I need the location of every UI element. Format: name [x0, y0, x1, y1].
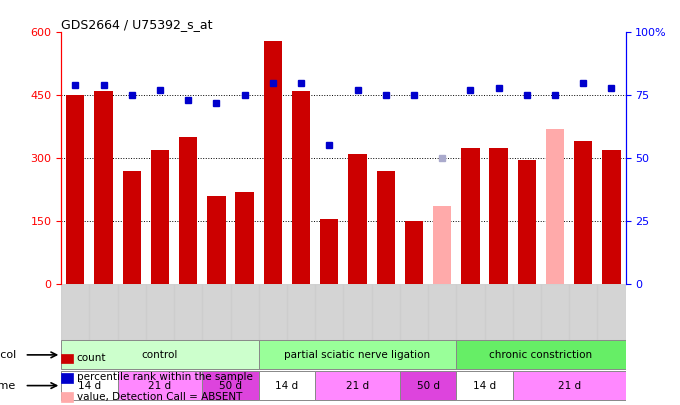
- Bar: [151, 150, 169, 284]
- Bar: [490, 147, 508, 284]
- Bar: [61, 371, 118, 400]
- Bar: [405, 221, 423, 284]
- Bar: [146, 284, 174, 339]
- Bar: [316, 371, 400, 400]
- Bar: [456, 284, 484, 339]
- Bar: [258, 284, 287, 339]
- Bar: [61, 284, 90, 339]
- Bar: [546, 129, 564, 284]
- Bar: [456, 340, 626, 369]
- Bar: [377, 171, 395, 284]
- Bar: [484, 284, 513, 339]
- Text: 21 d: 21 d: [148, 381, 171, 390]
- Text: 50 d: 50 d: [417, 381, 439, 390]
- Text: 14 d: 14 d: [275, 381, 299, 390]
- Bar: [203, 371, 258, 400]
- Bar: [61, 340, 258, 369]
- Bar: [207, 196, 226, 284]
- Text: chronic constriction: chronic constriction: [490, 350, 592, 360]
- Bar: [428, 284, 456, 339]
- Bar: [66, 95, 84, 284]
- Text: value, Detection Call = ABSENT: value, Detection Call = ABSENT: [77, 392, 242, 402]
- Bar: [122, 171, 141, 284]
- Bar: [174, 284, 203, 339]
- Text: GDS2664 / U75392_s_at: GDS2664 / U75392_s_at: [61, 18, 213, 31]
- Bar: [118, 284, 146, 339]
- Bar: [95, 91, 113, 284]
- Text: control: control: [142, 350, 178, 360]
- Text: protocol: protocol: [0, 350, 16, 360]
- Bar: [90, 284, 118, 339]
- Bar: [513, 371, 626, 400]
- Bar: [264, 41, 282, 284]
- Bar: [348, 154, 367, 284]
- Bar: [400, 371, 456, 400]
- Bar: [203, 284, 231, 339]
- Text: 14 d: 14 d: [473, 381, 496, 390]
- Bar: [118, 371, 203, 400]
- Text: time: time: [0, 381, 16, 390]
- Text: count: count: [77, 353, 106, 363]
- Bar: [371, 284, 400, 339]
- Bar: [541, 284, 569, 339]
- Bar: [574, 141, 592, 284]
- Text: partial sciatic nerve ligation: partial sciatic nerve ligation: [284, 350, 430, 360]
- Bar: [258, 340, 456, 369]
- Bar: [235, 192, 254, 284]
- Bar: [231, 284, 258, 339]
- Bar: [461, 147, 479, 284]
- Bar: [602, 150, 621, 284]
- Bar: [569, 284, 597, 339]
- Bar: [287, 284, 315, 339]
- Bar: [456, 371, 513, 400]
- Text: percentile rank within the sample: percentile rank within the sample: [77, 373, 253, 382]
- Bar: [292, 91, 310, 284]
- Text: 14 d: 14 d: [78, 381, 101, 390]
- Bar: [179, 137, 197, 284]
- Text: 50 d: 50 d: [219, 381, 242, 390]
- Bar: [258, 371, 316, 400]
- Bar: [597, 284, 626, 339]
- Bar: [400, 284, 428, 339]
- Bar: [320, 219, 339, 284]
- Bar: [433, 206, 452, 284]
- Text: 21 d: 21 d: [558, 381, 581, 390]
- Bar: [316, 284, 343, 339]
- Bar: [513, 284, 541, 339]
- Text: 21 d: 21 d: [346, 381, 369, 390]
- Bar: [343, 284, 371, 339]
- Bar: [517, 160, 536, 284]
